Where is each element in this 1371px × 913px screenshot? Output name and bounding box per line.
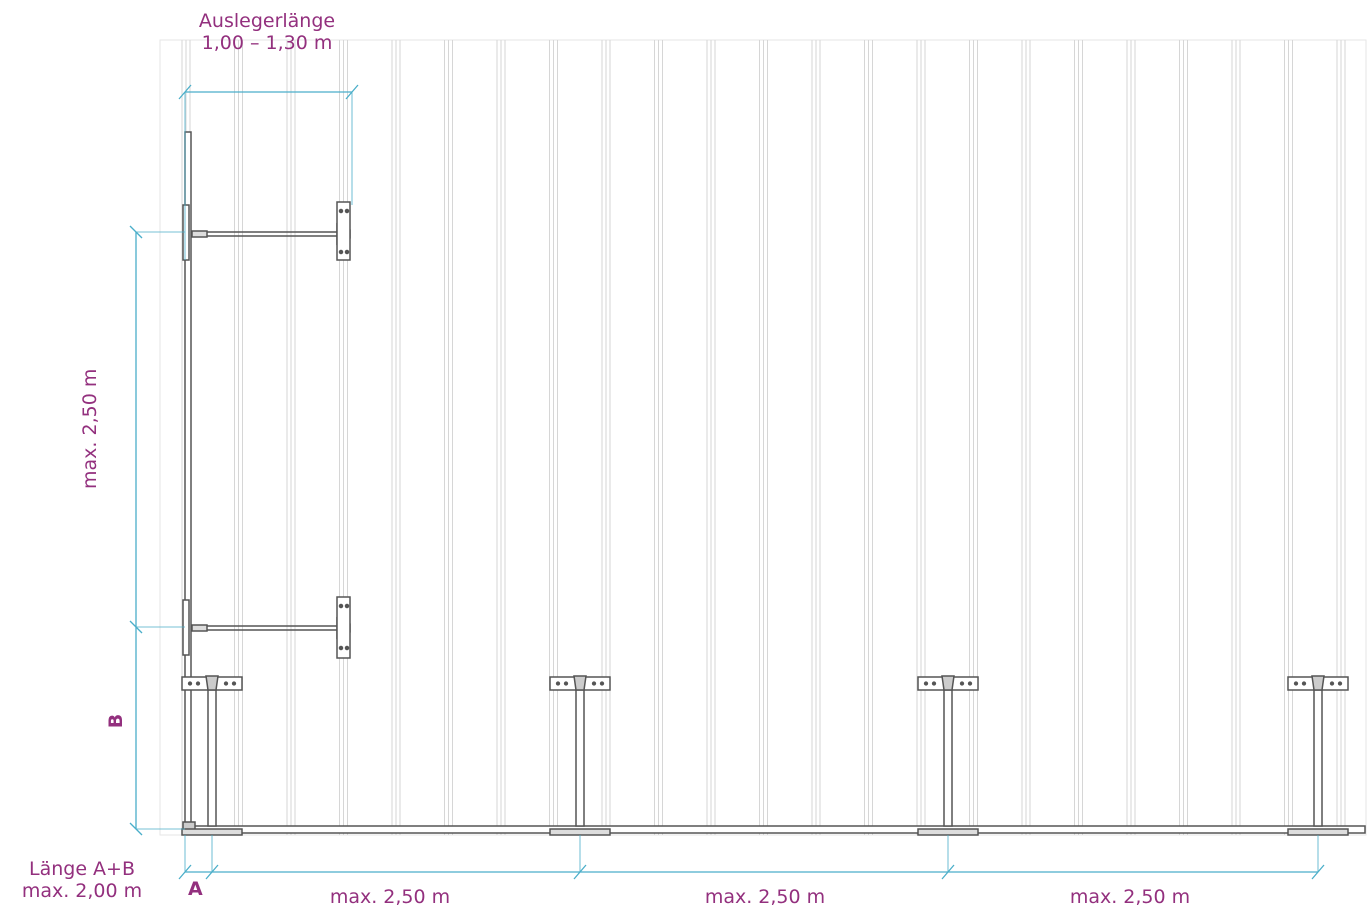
marker-a: A [188, 878, 203, 900]
horizontal-spacing-label-2: max. 2,50 m [704, 886, 826, 908]
horizontal-spacing-label-1: max. 2,50 m [329, 886, 451, 908]
dimension-lines [129, 84, 1325, 880]
length-ab-title: Länge A+B [28, 858, 135, 880]
post-support [549, 675, 611, 836]
roof-ribs [181, 40, 1346, 835]
post-support [181, 675, 243, 836]
cantilever-length-label: Auslegerlänge 1,00 – 1,30 m [162, 10, 372, 54]
cantilever-arm-lower [182, 596, 351, 659]
length-ab-max: max. 2,00 m [21, 880, 143, 902]
cantilever-title: Auslegerlänge [198, 10, 336, 32]
marker-b: B [105, 713, 127, 729]
cantilever-range: 1,00 – 1,30 m [201, 32, 333, 54]
horizontal-rail [184, 825, 1366, 834]
vertical-spacing-label: max. 2,50 m [79, 368, 101, 489]
post-support [917, 675, 979, 836]
cantilever-arm-upper [182, 201, 351, 261]
length-ab-label: Länge A+B max. 2,00 m [2, 858, 162, 902]
roof-sheet [159, 39, 1367, 836]
horizontal-spacing-label-3: max. 2,50 m [1069, 886, 1191, 908]
